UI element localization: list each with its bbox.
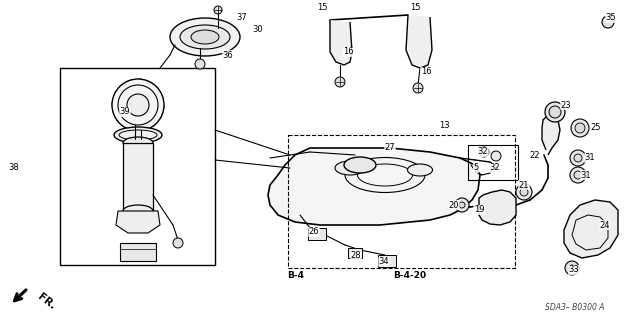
Text: 15: 15 (410, 4, 420, 12)
Ellipse shape (344, 157, 376, 173)
Ellipse shape (180, 25, 230, 49)
Text: B-4-20: B-4-20 (394, 271, 427, 279)
Text: SDA3– B0300 A: SDA3– B0300 A (545, 303, 605, 313)
Circle shape (479, 147, 489, 157)
Text: 21: 21 (519, 181, 529, 189)
Circle shape (569, 265, 575, 271)
Text: 23: 23 (561, 100, 572, 109)
Bar (468, 145, 518, 180)
Circle shape (491, 151, 501, 161)
Text: 27: 27 (385, 144, 396, 152)
Circle shape (565, 261, 579, 275)
Bar (60, 68, 215, 265)
Text: 32: 32 (477, 147, 488, 157)
Circle shape (570, 167, 586, 183)
Polygon shape (330, 20, 352, 65)
Text: 5: 5 (474, 164, 479, 173)
Circle shape (549, 106, 561, 118)
Text: 16: 16 (342, 48, 353, 56)
Text: 20: 20 (449, 201, 460, 210)
Text: 35: 35 (605, 13, 616, 23)
Circle shape (413, 83, 423, 93)
Text: 32: 32 (490, 164, 500, 173)
Circle shape (455, 198, 469, 212)
Bar (308, 228, 326, 240)
Ellipse shape (191, 30, 219, 44)
Circle shape (520, 188, 528, 196)
Circle shape (575, 123, 585, 133)
Text: 19: 19 (474, 205, 484, 214)
Text: 25: 25 (591, 123, 601, 132)
Circle shape (173, 238, 183, 248)
Text: 39: 39 (120, 108, 131, 116)
Text: B-4: B-4 (287, 271, 305, 279)
Circle shape (602, 16, 614, 28)
Text: 33: 33 (568, 265, 579, 275)
Text: 34: 34 (379, 257, 389, 266)
Text: 30: 30 (253, 26, 263, 34)
Text: 37: 37 (237, 13, 248, 23)
Circle shape (335, 77, 345, 87)
Bar (123, 143, 153, 211)
Ellipse shape (123, 205, 153, 217)
Text: 36: 36 (223, 50, 234, 60)
Bar (378, 255, 396, 267)
Text: 28: 28 (351, 251, 362, 261)
Circle shape (574, 171, 582, 179)
Ellipse shape (123, 137, 153, 149)
Text: 22: 22 (530, 151, 540, 160)
Circle shape (574, 154, 582, 162)
Ellipse shape (112, 79, 164, 131)
Circle shape (545, 102, 565, 122)
Text: 26: 26 (308, 227, 319, 236)
Circle shape (571, 119, 589, 137)
Text: 31: 31 (585, 153, 595, 162)
Circle shape (459, 202, 465, 208)
Text: 13: 13 (438, 121, 449, 130)
Ellipse shape (408, 164, 433, 176)
Polygon shape (268, 148, 480, 225)
Polygon shape (406, 15, 432, 68)
Bar (120, 243, 156, 261)
Text: 24: 24 (600, 220, 611, 229)
Bar (288, 135, 515, 268)
Text: 16: 16 (420, 68, 431, 77)
Bar (348, 248, 362, 258)
Polygon shape (542, 115, 560, 155)
Ellipse shape (335, 161, 365, 175)
Text: 15: 15 (317, 4, 327, 12)
Polygon shape (479, 190, 516, 225)
Ellipse shape (170, 18, 240, 56)
Polygon shape (116, 211, 160, 233)
Ellipse shape (114, 127, 162, 143)
Circle shape (195, 59, 205, 69)
Circle shape (516, 184, 532, 200)
Circle shape (570, 150, 586, 166)
Text: 38: 38 (8, 164, 19, 173)
Ellipse shape (127, 94, 149, 116)
Text: FR.: FR. (36, 292, 58, 312)
Circle shape (214, 6, 222, 14)
Text: 31: 31 (580, 170, 591, 180)
Polygon shape (564, 200, 618, 258)
